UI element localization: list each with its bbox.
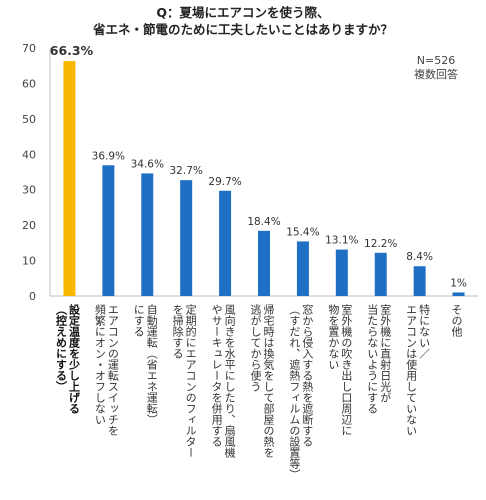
y-tick-label: 40 bbox=[22, 148, 36, 161]
chart-title: Q：夏場にエアコンを使う際、 省エネ・節電のために工夫したいことはありますか？ bbox=[0, 4, 486, 38]
category-label: にする bbox=[132, 304, 145, 337]
bar bbox=[335, 249, 348, 296]
value-label: 15.4% bbox=[286, 226, 319, 238]
category-label: エアコンは使用していない bbox=[405, 304, 418, 436]
value-label: 12.2% bbox=[364, 238, 397, 250]
sample-size-label: N=526 bbox=[416, 54, 456, 67]
category-label: （すだれ、遮熱フィルムの設置等） bbox=[288, 304, 301, 480]
bar bbox=[141, 173, 154, 296]
y-tick-label: 20 bbox=[22, 219, 36, 232]
y-tick-label: 10 bbox=[22, 255, 36, 268]
y-tick-label: 60 bbox=[22, 77, 36, 90]
y-tick-label: 50 bbox=[22, 113, 36, 126]
bar bbox=[180, 180, 193, 296]
bar bbox=[413, 266, 426, 296]
category-label: 室外機の吹き出し口周辺に bbox=[340, 303, 353, 436]
bar bbox=[258, 230, 270, 296]
category-label: （控えめにする） bbox=[54, 304, 68, 392]
category-label: エアコンの運転スイッチを bbox=[106, 304, 119, 436]
value-label: 36.9% bbox=[92, 150, 125, 162]
bar bbox=[102, 165, 115, 296]
category-label: 特にない／ bbox=[418, 303, 431, 359]
y-tick-label: 30 bbox=[22, 184, 36, 197]
chart-title-line-2: 省エネ・節電のために工夫したいことはありますか？ bbox=[92, 22, 393, 37]
bar bbox=[452, 292, 465, 296]
category-label: やサーキュレータを併用する bbox=[210, 304, 223, 447]
category-label: 窓から侵入する熱を遮断する bbox=[301, 303, 314, 447]
category-label: 帰宅時は換気をして部屋の熱を bbox=[262, 304, 275, 458]
value-label: 32.7% bbox=[170, 165, 203, 177]
value-label: 1% bbox=[450, 277, 467, 289]
category-label: 当たらないようにする bbox=[366, 303, 379, 414]
bar bbox=[219, 190, 232, 296]
category-label: 定期的にエアコンのフィルター bbox=[184, 303, 197, 458]
bar bbox=[296, 241, 309, 296]
answer-type-label: 複数回答 bbox=[414, 68, 458, 81]
category-label: 物を置かない bbox=[327, 303, 340, 370]
highlight-bar bbox=[63, 61, 76, 297]
sample-note: N=526 複数回答 bbox=[414, 54, 458, 82]
category-label: 設定温度を少し上げる bbox=[67, 303, 81, 415]
value-label: 13.1% bbox=[325, 235, 358, 247]
value-label: 8.4% bbox=[406, 251, 433, 263]
value-label: 34.6% bbox=[131, 158, 164, 170]
value-label: 66.3% bbox=[50, 43, 94, 58]
value-label: 29.7% bbox=[208, 176, 241, 188]
y-tick-label: 70 bbox=[22, 42, 36, 55]
category-label: を掃除する bbox=[171, 304, 184, 359]
category-label: 自動運転（省エネ運転） bbox=[145, 304, 158, 425]
category-label: 逃がしてから使う bbox=[249, 304, 262, 392]
category-label: 室外機に直射日光が bbox=[379, 303, 392, 403]
y-tick-label: 0 bbox=[29, 290, 36, 303]
category-label: その他 bbox=[450, 304, 463, 337]
category-label: 頻繁にオン・オフしない bbox=[93, 303, 106, 425]
category-label: 風向きを水平にしたり、扇風機 bbox=[223, 304, 236, 459]
bar bbox=[374, 252, 387, 296]
chart-title-line-1: Q：夏場にエアコンを使う際、 bbox=[156, 5, 330, 20]
value-label: 18.4% bbox=[247, 216, 280, 228]
